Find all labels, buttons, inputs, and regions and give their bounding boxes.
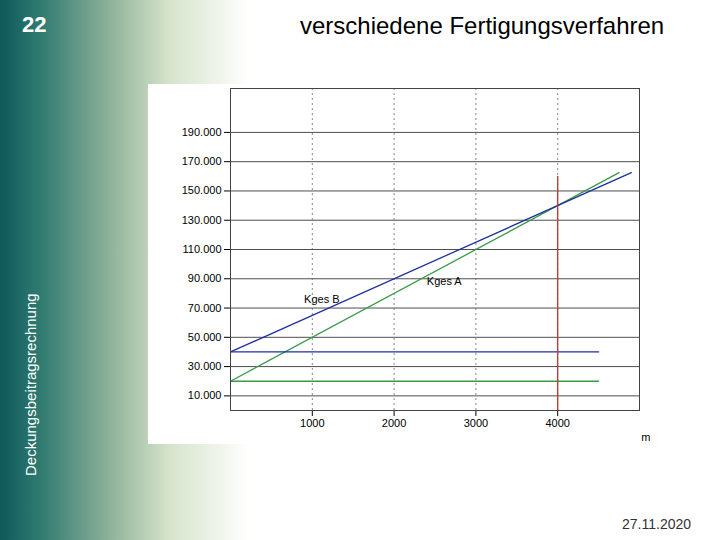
svg-text:1000: 1000: [300, 417, 324, 429]
svg-text:Kges A: Kges A: [427, 275, 463, 287]
svg-text:170.000: 170.000: [182, 155, 222, 167]
svg-text:30.000: 30.000: [188, 360, 222, 372]
html-text:Deckungsbeitragsrechnung: Deckungsbeitragsrechnung: [22, 293, 39, 476]
svg-text:190.000: 190.000: [182, 126, 222, 138]
svg-text:50.000: 50.000: [188, 331, 222, 343]
svg-text:70.000: 70.000: [188, 302, 222, 314]
svg-text:4000: 4000: [545, 417, 569, 429]
svg-text:110.000: 110.000: [183, 243, 222, 255]
svg-text:150.000: 150.000: [182, 184, 222, 196]
svg-text:3000: 3000: [464, 417, 488, 429]
svg-text:10.000: 10.000: [188, 389, 222, 401]
svg-text:130.000: 130.000: [182, 214, 222, 226]
html-text:verschiedene Fertigungsverfahr: verschiedene Fertigungsverfahren: [300, 12, 665, 39]
svg-text:m: m: [641, 431, 650, 443]
html-text:27.11.2020: 27.11.2020: [622, 516, 691, 532]
svg-text:2000: 2000: [382, 417, 406, 429]
svg-text:Kges B: Kges B: [304, 293, 339, 305]
html-text:22: 22: [22, 12, 47, 37]
svg-text:90.000: 90.000: [188, 272, 222, 284]
